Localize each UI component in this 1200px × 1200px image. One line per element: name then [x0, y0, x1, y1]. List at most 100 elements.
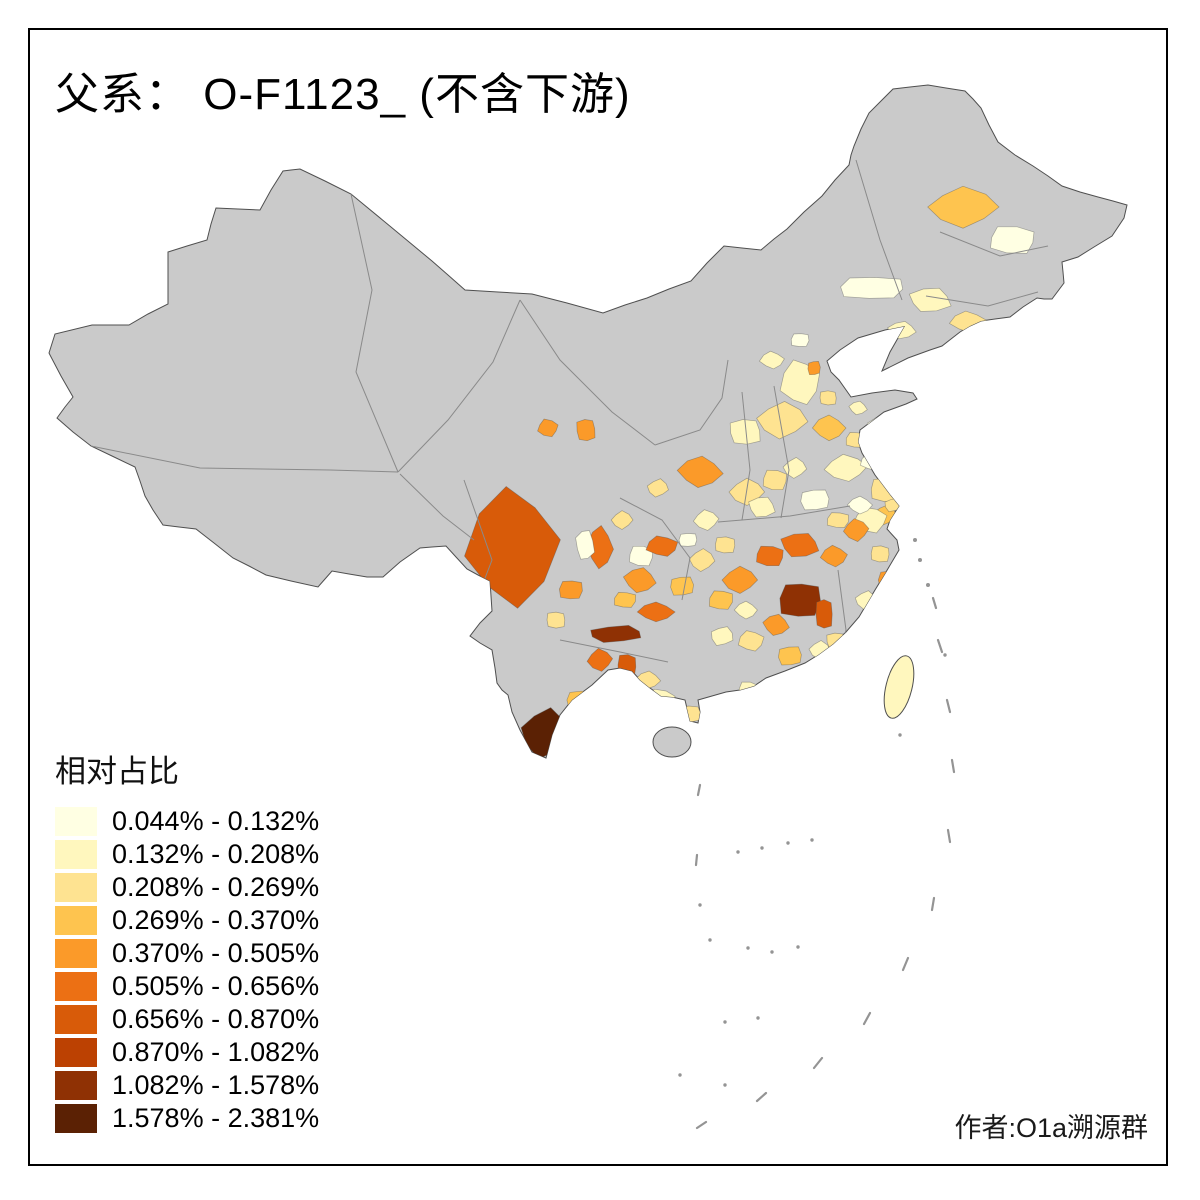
legend-label: 0.208% - 0.269% — [112, 872, 320, 902]
map-region — [869, 454, 892, 470]
map-region — [840, 277, 904, 299]
map-region — [842, 518, 870, 543]
legend-row: 0.208% - 0.269% — [55, 872, 320, 902]
map-region — [764, 684, 794, 704]
map-region — [614, 592, 637, 608]
page-title: 父系： O-F1123_ (不含下游) — [55, 70, 631, 119]
map-region — [877, 570, 902, 590]
map-region — [646, 478, 669, 498]
map-region — [738, 681, 758, 699]
map-region — [537, 418, 559, 438]
map-region — [807, 361, 821, 376]
map-region — [645, 535, 679, 557]
map-region — [617, 654, 637, 678]
map-region — [819, 390, 837, 406]
legend-label: 0.044% - 0.132% — [112, 806, 320, 836]
map-region — [811, 414, 847, 442]
legend-swatch — [55, 939, 97, 968]
legend-row: 0.132% - 0.208% — [55, 839, 320, 869]
map-region — [762, 613, 790, 636]
legend-swatch — [55, 873, 97, 902]
taiwan-island — [883, 655, 915, 719]
hainan-island — [652, 726, 692, 758]
map-region — [748, 496, 776, 518]
legend-swatch — [55, 1104, 97, 1133]
map-region — [676, 455, 724, 488]
legend-label: 0.132% - 0.208% — [112, 839, 320, 869]
map-region — [678, 533, 698, 547]
author-credit: 作者:O1a溯源群 — [954, 1113, 1148, 1143]
map-region — [990, 226, 1035, 254]
map-region — [576, 419, 596, 442]
map-region — [800, 489, 830, 511]
map-region — [870, 545, 890, 563]
legend-swatch — [55, 840, 97, 869]
map-region — [826, 512, 849, 528]
legend-entries: 0.044% - 0.132% 0.132% - 0.208% 0.208% - 0… — [55, 806, 320, 1133]
legend-swatch — [55, 807, 97, 836]
map-region — [566, 690, 596, 710]
map-region — [575, 530, 595, 560]
legend-row: 1.578% - 2.381% — [55, 1103, 320, 1133]
legend-row: 0.370% - 0.505% — [55, 938, 320, 968]
map-region — [737, 630, 765, 652]
map-region — [927, 185, 1000, 229]
map-region — [756, 545, 784, 567]
map-region — [819, 544, 848, 568]
map-region — [729, 419, 761, 445]
map-region — [464, 486, 561, 609]
legend-row: 0.505% - 0.656% — [55, 971, 320, 1001]
legend-swatch — [55, 972, 97, 1001]
legend-title: 相对占比 — [55, 754, 179, 789]
map-region — [590, 625, 642, 643]
map-region — [636, 601, 676, 623]
legend-label: 0.505% - 0.656% — [112, 971, 320, 1001]
legend-label: 1.578% - 2.381% — [112, 1103, 320, 1133]
map-region — [546, 611, 566, 629]
island-dots — [678, 538, 947, 1087]
south-china-sea-dashes — [694, 596, 956, 1130]
map-region — [610, 510, 634, 530]
map-region — [678, 705, 702, 723]
map-region — [758, 350, 785, 370]
map-region — [559, 580, 583, 600]
map-region — [862, 612, 883, 628]
map-region — [780, 533, 820, 558]
legend-swatch — [55, 1071, 97, 1100]
map-region — [762, 469, 787, 491]
legend-row: 0.269% - 0.370% — [55, 905, 320, 935]
map-region — [585, 524, 614, 570]
map-region — [792, 670, 824, 690]
legend-swatch — [55, 906, 97, 935]
map-region — [845, 432, 867, 448]
map-region — [709, 590, 733, 610]
legend-row: 0.870% - 1.082% — [55, 1037, 320, 1067]
map-region — [711, 626, 734, 646]
map-region — [622, 567, 657, 594]
map-region — [670, 576, 694, 596]
map-region — [847, 650, 869, 670]
map-region — [815, 599, 833, 629]
map-region — [688, 548, 716, 573]
map-region — [756, 401, 809, 440]
map-region — [846, 495, 873, 515]
map-region — [782, 456, 808, 479]
map-region — [908, 287, 952, 312]
map-region — [848, 400, 868, 416]
legend-label: 0.269% - 0.370% — [112, 905, 320, 935]
legend-label: 0.370% - 0.505% — [112, 938, 320, 968]
map-region — [721, 565, 759, 594]
map-region — [715, 536, 736, 554]
map-region — [870, 478, 901, 502]
legend-label: 0.870% - 1.082% — [112, 1037, 320, 1067]
map-region — [790, 333, 810, 347]
map-region — [733, 600, 758, 620]
map-region — [692, 509, 720, 531]
province-borders — [90, 159, 1049, 665]
map-region — [779, 583, 821, 617]
legend-row: 0.044% - 0.132% — [55, 806, 320, 836]
map-region — [778, 646, 802, 666]
map-region — [833, 357, 856, 379]
